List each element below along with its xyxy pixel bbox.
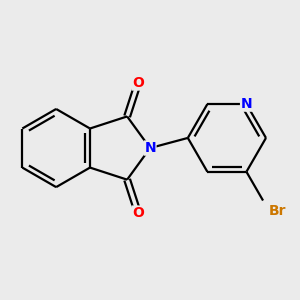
Text: Br: Br: [269, 204, 286, 218]
Text: O: O: [132, 206, 144, 220]
Text: N: N: [144, 141, 156, 155]
Text: N: N: [241, 97, 252, 111]
Text: O: O: [132, 76, 144, 90]
